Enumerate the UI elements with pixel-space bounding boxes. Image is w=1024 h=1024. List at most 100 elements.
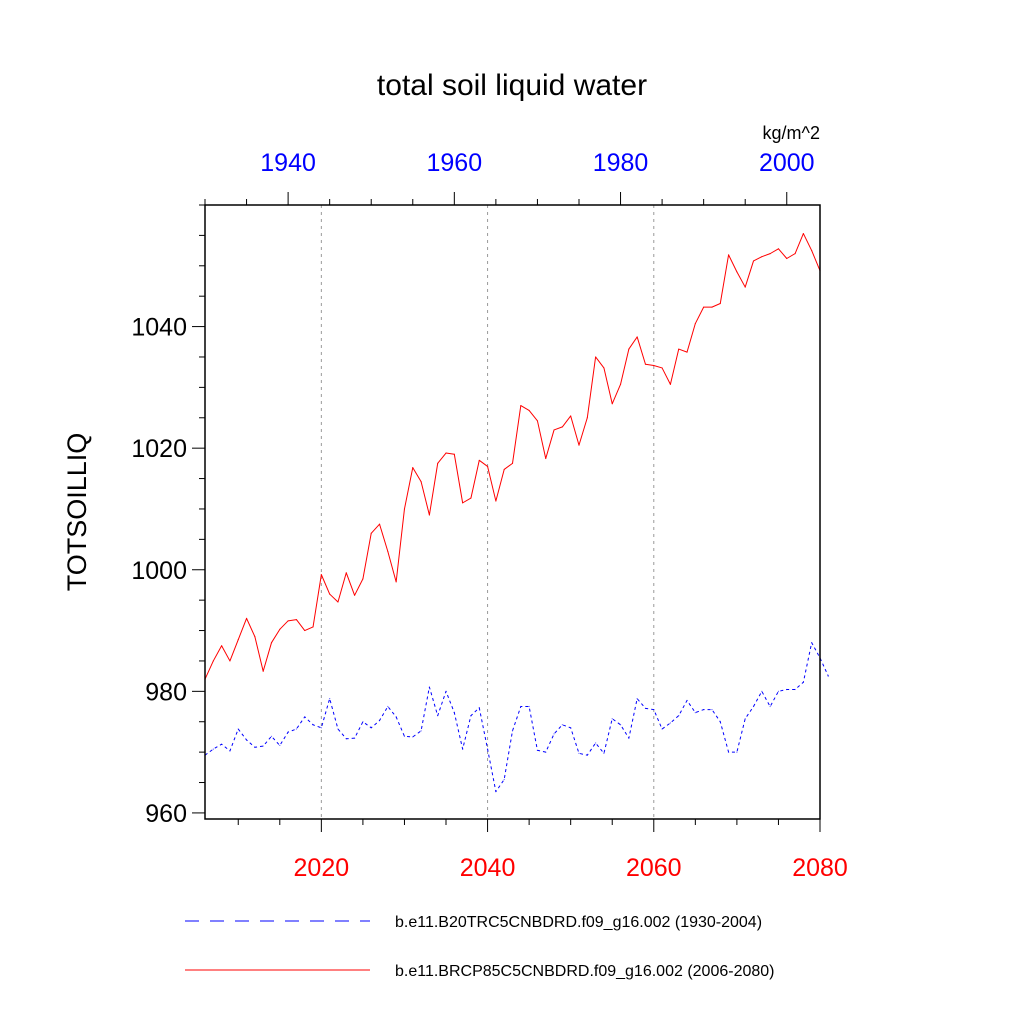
data-point [761, 690, 763, 692]
data-point [329, 698, 331, 700]
bottom-axis-tick-label: 2020 [294, 854, 350, 882]
data-point [362, 578, 364, 580]
data-point [811, 249, 813, 252]
data-point [644, 707, 647, 709]
y-axis-tick-label: 1000 [131, 557, 187, 585]
data-point [694, 712, 696, 714]
data-point [295, 619, 298, 621]
data-point [769, 253, 771, 255]
data-point [495, 500, 497, 502]
data-point [262, 745, 264, 747]
bottom-axis-tick-label: 2040 [460, 854, 516, 882]
data-point [345, 572, 347, 574]
data-point [353, 737, 356, 739]
data-point [611, 403, 613, 405]
data-point [578, 752, 580, 754]
data-point [752, 260, 755, 262]
data-point [719, 302, 721, 305]
bottom-axis-tick-label: 2080 [792, 854, 848, 882]
data-point [387, 705, 389, 708]
data-point [686, 351, 688, 353]
data-point [653, 708, 655, 711]
data-point [786, 688, 788, 691]
minor-ticks [199, 199, 779, 825]
data-point [528, 705, 530, 708]
data-point [254, 636, 256, 638]
data-point [437, 715, 439, 717]
grid-layer [320, 205, 655, 819]
data-point [279, 628, 281, 630]
data-point [703, 306, 705, 308]
data-point [503, 778, 505, 781]
series-1-points [204, 232, 821, 680]
data-point [619, 724, 622, 726]
data-point [378, 719, 381, 722]
data-point [595, 742, 597, 744]
data-point [595, 356, 597, 358]
data-point [653, 364, 655, 367]
data-point [561, 724, 563, 726]
data-point [719, 721, 721, 723]
data-point [353, 594, 356, 596]
legend-label-series-1: b.e11.BRCP85C5CNBDRD.f09_g16.002 (2006-2… [395, 963, 774, 980]
data-point [678, 348, 680, 350]
top-axis-tick-label: 1980 [593, 149, 649, 177]
data-point [553, 733, 555, 735]
data-point [412, 736, 414, 738]
data-point [603, 752, 605, 754]
data-point [437, 462, 439, 464]
data-point [703, 708, 705, 711]
bottom-axis-tick-label: 2060 [626, 854, 682, 882]
legend: b.e11.B20TRC5CNBDRD.f09_g16.002 (1930-20… [185, 914, 774, 980]
data-point [777, 690, 780, 692]
data-point [320, 727, 322, 729]
data-point [769, 705, 771, 708]
series-layer [204, 232, 829, 793]
data-point [794, 688, 796, 691]
series-line-0 [204, 642, 829, 793]
data-point [520, 405, 522, 407]
data-point [403, 508, 406, 510]
data-point [661, 728, 663, 730]
data-point [727, 751, 730, 753]
data-point [237, 639, 239, 641]
data-point [378, 523, 381, 525]
data-point [511, 730, 514, 732]
data-point [528, 409, 530, 412]
data-point [245, 617, 248, 619]
y-axis-tick-label: 1040 [131, 314, 187, 342]
data-point [636, 698, 638, 700]
y-axis-label: TOTSOILLIQ [62, 433, 92, 592]
plot-frame [204, 204, 821, 820]
data-point [237, 728, 239, 730]
data-point [570, 415, 572, 417]
data-point [744, 286, 746, 288]
data-point [478, 459, 480, 461]
data-point [245, 739, 248, 741]
data-point [486, 748, 489, 750]
data-point [254, 746, 256, 748]
data-point [694, 322, 696, 325]
data-point [453, 453, 455, 455]
series-line-1 [204, 233, 821, 680]
data-point [221, 645, 223, 647]
data-point [362, 721, 364, 723]
data-point [661, 367, 663, 369]
data-point [262, 670, 264, 672]
data-point [619, 383, 622, 385]
units-label: kg/m^2 [763, 123, 820, 143]
data-point [270, 735, 273, 737]
data-point [212, 748, 214, 750]
data-point [420, 481, 422, 483]
data-point [287, 731, 289, 733]
data-point [636, 336, 638, 338]
data-point [428, 514, 430, 516]
series-0-points [204, 642, 829, 793]
data-point [628, 737, 630, 739]
data-point [711, 306, 713, 308]
y-axis-tick-label: 960 [145, 800, 187, 828]
data-point [295, 728, 298, 730]
data-point [412, 467, 414, 469]
data-point [736, 271, 738, 273]
